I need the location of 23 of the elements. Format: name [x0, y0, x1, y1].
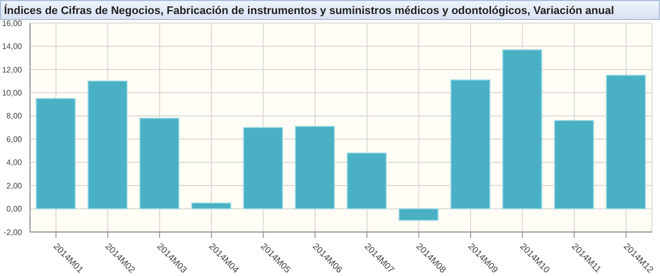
bar [346, 152, 387, 210]
chart-title: Índices de Cifras de Negocios, Fabricación de instrumentos y suministros médicos y odontológicos, Variación anual [0, 0, 660, 20]
bar [294, 126, 335, 210]
y-tick-label: 0,00 [6, 204, 23, 214]
y-tick-label: -2,00 [4, 228, 23, 237]
y-tick-label: 10,00 [2, 88, 23, 98]
bar [139, 118, 180, 210]
bar [398, 208, 439, 221]
y-tick-label: 2,00 [6, 181, 23, 190]
y-tick-label: 6,00 [6, 134, 23, 144]
bar [450, 79, 490, 210]
y-tick-label: 16,00 [2, 18, 23, 28]
bar [243, 127, 284, 210]
y-tick-label: 12,00 [2, 65, 23, 74]
y-tick-label: 8,00 [6, 112, 23, 121]
bar [36, 98, 76, 210]
bar [191, 202, 232, 210]
bar [554, 120, 594, 210]
bar [606, 74, 646, 210]
y-tick-label: 14,00 [2, 42, 23, 52]
bar [502, 49, 542, 210]
y-tick-label: 4,00 [6, 158, 23, 168]
bar [88, 80, 128, 210]
